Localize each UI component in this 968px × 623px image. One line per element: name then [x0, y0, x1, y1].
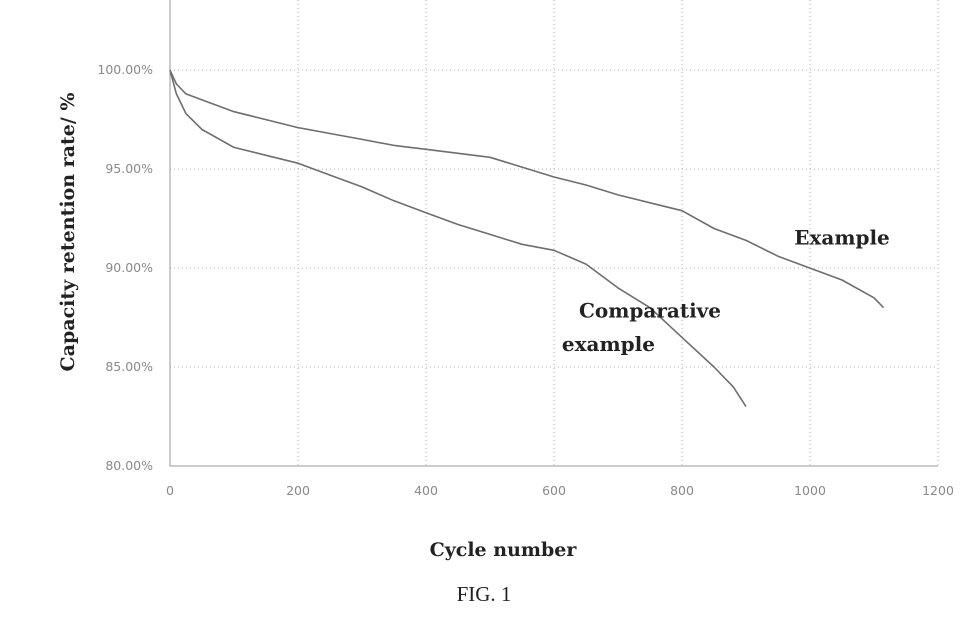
x-tick-label: 600 — [542, 483, 566, 498]
x-axis-label: Cycle number — [430, 539, 578, 561]
series-line-1 — [170, 70, 884, 308]
series-line-2 — [170, 70, 746, 406]
x-tick-label: 1200 — [922, 483, 954, 498]
y-tick-label: 95.00% — [105, 161, 153, 176]
figure-caption: FIG. 1 — [0, 582, 968, 607]
x-tick-label: 400 — [414, 483, 438, 498]
capacity-retention-chart: 0 200 400 600 800 1000 1200 80.00% 85.00% 90.00% 9… — [0, 0, 968, 580]
x-tick-label: 800 — [670, 483, 694, 498]
series-annotation: example — [562, 332, 655, 356]
series-annotation: Comparative — [579, 299, 721, 323]
series-annotation: Example — [794, 225, 890, 249]
annotations: Example Comparative example — [562, 225, 890, 356]
y-tick-label: 80.00% — [105, 458, 153, 473]
x-tick-label: 200 — [286, 483, 310, 498]
y-axis-label: Capacity retention rate/ % — [57, 93, 79, 372]
x-tick-label: 0 — [166, 483, 174, 498]
y-tick-label: 100.00% — [97, 62, 153, 77]
data-series — [170, 70, 884, 406]
y-tick-label: 85.00% — [105, 359, 153, 374]
y-tick-label: 90.00% — [105, 260, 153, 275]
x-tick-label: 1000 — [794, 483, 826, 498]
